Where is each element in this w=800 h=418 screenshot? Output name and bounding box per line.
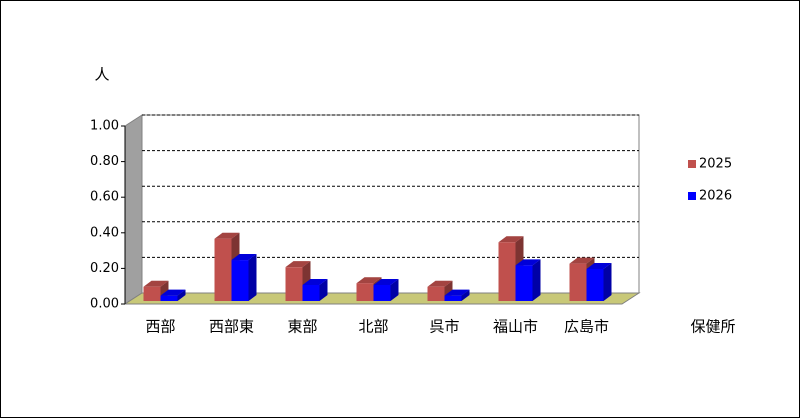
bar-top [160,289,186,296]
bar-top [373,278,399,285]
bar-side [603,262,612,301]
bar-top-shade [214,232,240,239]
bar [214,238,232,301]
x-tick-label: 北部 [358,318,388,336]
bar-top-shade [285,261,311,268]
bar-top [302,278,328,285]
legend-swatch [688,192,696,200]
bar-side-shade [390,278,399,301]
x-tick-label: 福山市 [493,318,538,336]
x-tick-label: 西部東 [209,318,254,336]
x-tick-label: 広島市 [564,318,609,336]
bar-side [248,254,257,301]
bar [143,286,161,301]
y-tick-label: 0.60 [90,190,119,205]
bar-side [390,278,399,301]
bar-top [143,280,169,287]
bar-top [285,261,311,268]
bar-top-shade [515,259,541,266]
bar-side-shade [532,259,541,301]
bar [160,295,178,301]
bar-top [586,262,612,269]
bar-top-shade [373,278,399,285]
bar-top-shade [143,280,169,287]
legend-swatch [688,160,696,168]
side-wall [124,114,143,305]
bar-side-shade [177,289,186,301]
bar [498,242,516,301]
bar-side [319,278,328,301]
legend-label: 2025 [699,157,732,172]
bar-side [532,259,541,301]
bar-side-shade [248,254,257,301]
x-axis-label: 保健所 [690,318,735,336]
y-tick-label: 0.40 [90,225,119,240]
bar-top-shade [498,236,524,243]
bar-top-shade [586,262,612,269]
bar-side-shade [461,289,470,301]
bar-top [427,280,453,287]
bar [373,284,391,301]
x-tick-label: 西部 [145,318,175,336]
x-tick-label: 東部 [287,318,317,336]
x-tick-label: 呉市 [429,318,459,336]
bar-top [569,257,595,264]
y-tick-label: 0.00 [90,297,119,312]
bar-top-shade [356,277,382,284]
legend-label: 2026 [699,189,732,204]
bar [285,267,303,301]
bar-top-shade [569,257,595,264]
bar-top-shade [444,289,470,296]
bar [515,265,533,301]
bar [302,284,320,301]
y-unit: 人 [94,66,109,84]
bar-top [444,289,470,296]
y-tick-label: 0.20 [90,261,119,276]
bar-top-shade [427,280,453,287]
bar-top [214,232,240,239]
bar-top [356,277,382,284]
bar-top-shade [231,254,257,261]
bar-side [177,289,186,301]
bar-side-shade [319,278,328,301]
bar-top [498,236,524,243]
bar-top [231,254,257,261]
y-tick-label: 1.00 [90,119,119,134]
bar [231,260,249,301]
bar [569,263,587,301]
bar [356,283,374,301]
bar [427,286,445,301]
bar [444,295,462,301]
bar-side-shade [603,262,612,301]
bar-top [515,259,541,266]
bar [586,268,604,301]
y-tick-label: 0.80 [90,154,119,169]
bar-side [461,289,470,301]
bar-top-shade [302,278,328,285]
bar-top-shade [160,289,186,296]
